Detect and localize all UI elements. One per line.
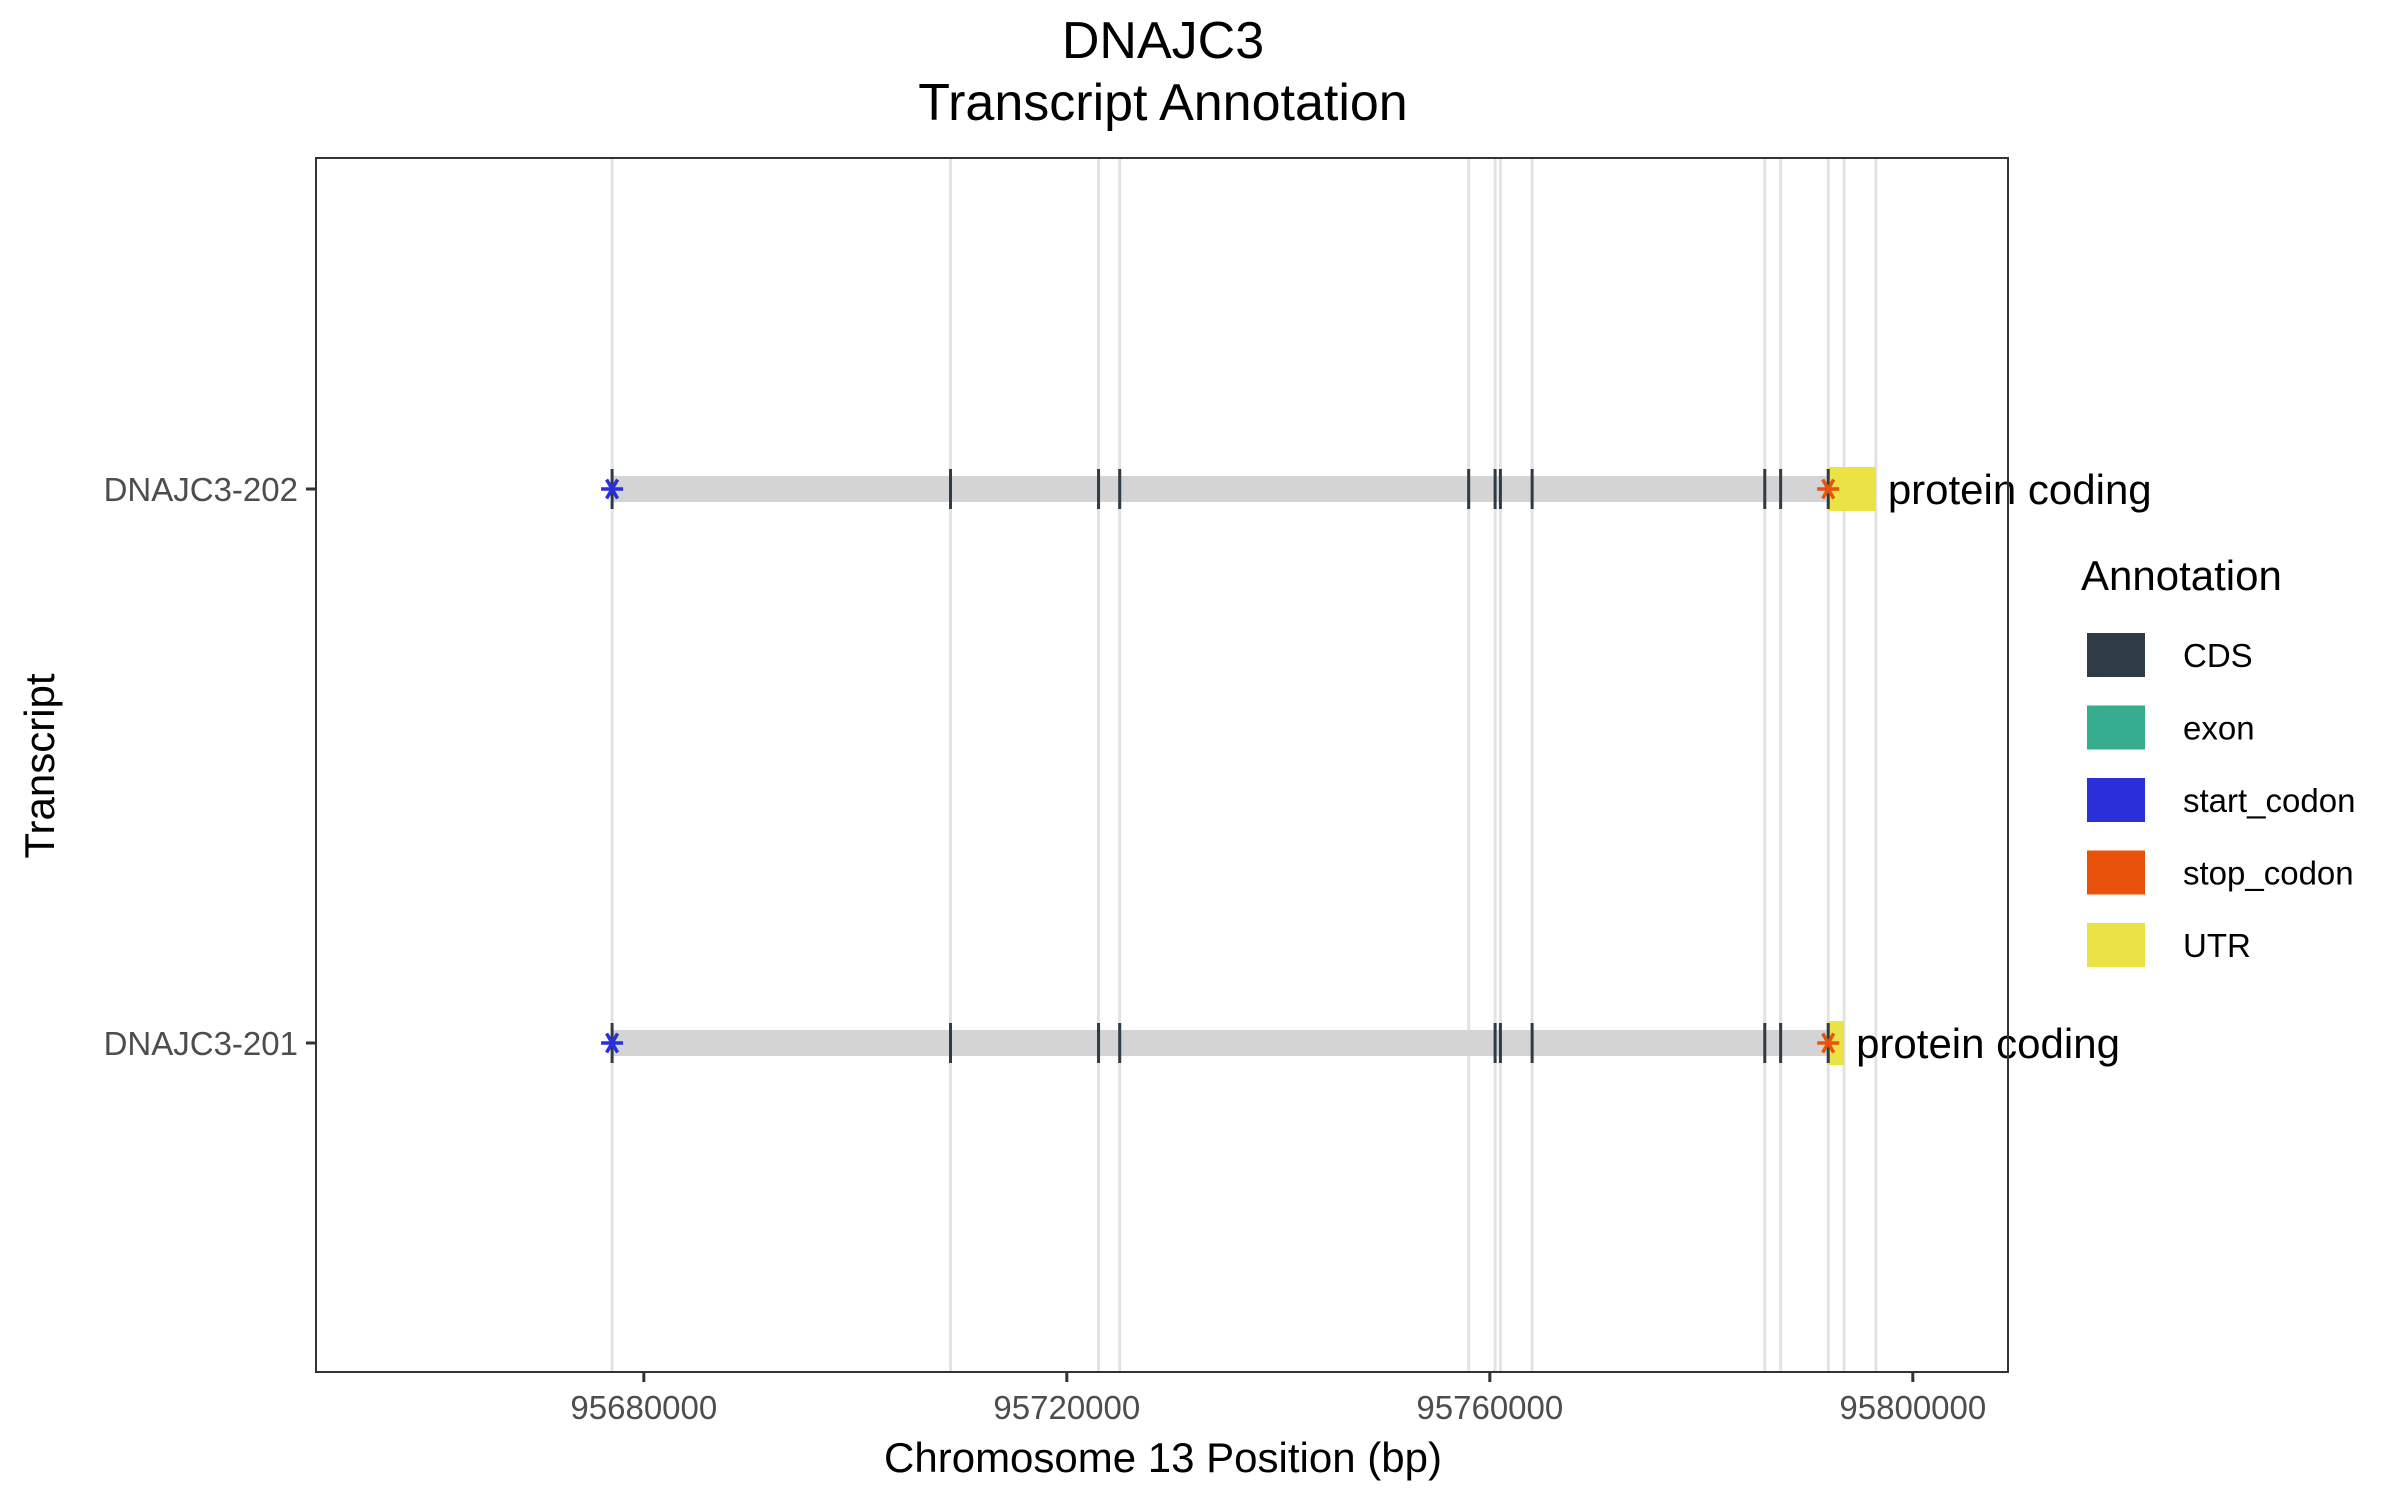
start-codon-marker — [601, 1032, 624, 1054]
cds-segment — [1467, 469, 1471, 509]
start-codon-stroke — [605, 478, 620, 500]
cds-segment — [1779, 1023, 1783, 1063]
cds-segment — [1530, 469, 1534, 509]
x-tick-label: 95680000 — [570, 1389, 717, 1426]
legend-swatch — [2087, 850, 2145, 895]
panel-border — [315, 157, 2009, 1373]
cds-segment — [1493, 1023, 1497, 1063]
start-codon-stroke — [605, 1032, 620, 1054]
cds-segment — [1779, 469, 1783, 509]
biotype-label: protein coding — [1888, 466, 2152, 513]
legend-label: CDS — [2183, 637, 2253, 674]
transcript-backbone — [612, 1030, 1845, 1056]
plot-area: protein coding DNAJC3-202 protein coding DN… — [104, 157, 2152, 1426]
cds-segment — [1763, 1023, 1767, 1063]
legend-swatch — [2087, 923, 2145, 967]
stop-codon-marker — [1817, 478, 1840, 500]
cds-segment — [1763, 469, 1767, 509]
cds-segment — [1498, 1023, 1502, 1063]
x-tick-label: 95800000 — [1839, 1389, 1986, 1426]
legend-swatch — [2087, 633, 2145, 677]
cds-segment — [1493, 469, 1497, 509]
cds-segment — [1097, 469, 1101, 509]
legend-title: Annotation — [2081, 552, 2282, 599]
chart-title-line-1: DNAJC3 — [1062, 12, 1264, 70]
chart-title-line-2: Transcript Annotation — [918, 74, 1407, 132]
x-tick-label: 95760000 — [1416, 1389, 1563, 1426]
cds-segment — [949, 469, 952, 509]
y-tick-label: DNAJC3-201 — [104, 1025, 298, 1062]
legend-label: UTR — [2183, 927, 2251, 964]
x-axis-title: Chromosome 13 Position (bp) — [884, 1434, 1442, 1481]
legend-label: start_codon — [2183, 782, 2355, 819]
cds-segment — [1097, 1023, 1101, 1063]
cds-segment — [1118, 469, 1122, 509]
biotype-label: protein coding — [1856, 1020, 2120, 1067]
cds-segment — [1530, 1023, 1534, 1063]
legend: Annotation CDS exon start_codon stop_codon U… — [2081, 552, 2355, 967]
legend-swatch — [2087, 705, 2145, 750]
stop-codon-stroke — [1821, 1032, 1836, 1054]
stop-codon-stroke — [1821, 478, 1836, 500]
cds-segment — [1118, 1023, 1122, 1063]
panel-background — [316, 158, 2008, 1372]
cds-segment — [1498, 469, 1502, 509]
legend-label: exon — [2183, 710, 2255, 747]
transcript-backbone — [612, 476, 1876, 502]
cds-segment — [949, 1023, 952, 1063]
start-codon-marker — [601, 478, 624, 500]
y-tick-label: DNAJC3-202 — [104, 471, 298, 508]
x-tick-label: 95720000 — [993, 1389, 1140, 1426]
y-axis-title: Transcript — [16, 673, 63, 858]
legend-swatch — [2087, 778, 2145, 822]
stop-codon-marker — [1817, 1032, 1840, 1054]
legend-label: stop_codon — [2183, 855, 2354, 892]
